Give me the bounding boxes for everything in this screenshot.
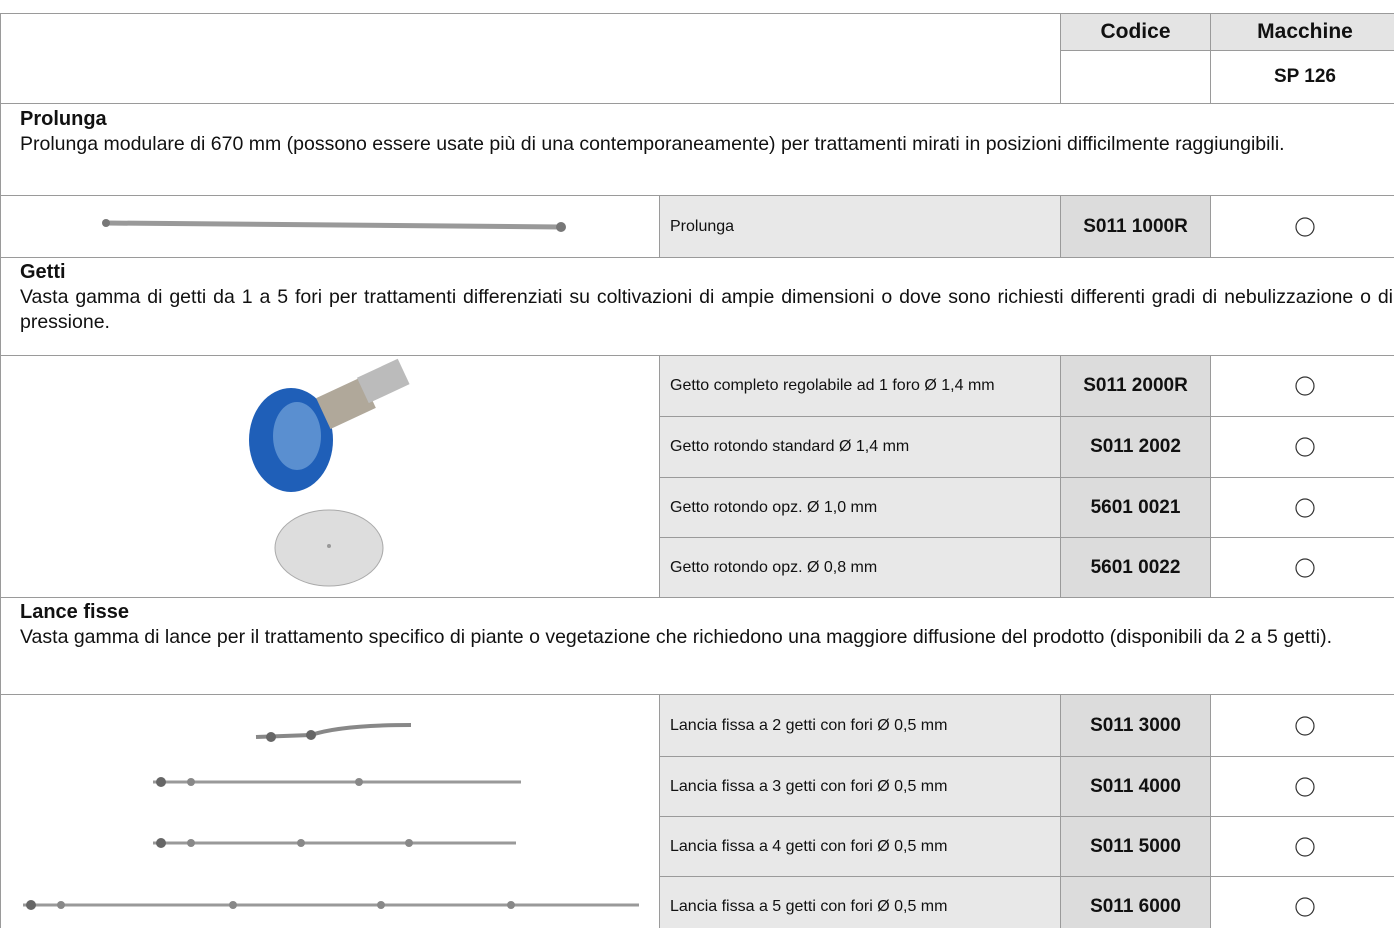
product-drawing	[23, 722, 639, 910]
availability-mark	[1295, 776, 1315, 797]
item-description: Prolunga	[659, 195, 1061, 258]
section-title: Lance fisse	[20, 601, 129, 623]
section-description: Vasta gamma di getti da 1 a 5 fori per t…	[20, 286, 1393, 333]
item-code: 5601 0021	[1060, 477, 1211, 538]
section-description: Vasta gamma di lance per il trattamento …	[20, 626, 1332, 648]
item-code: S011 2000R	[1060, 355, 1211, 417]
section-title: Prolunga	[20, 108, 107, 130]
availability-mark	[1295, 216, 1315, 237]
availability-cell	[1210, 816, 1394, 877]
availability-mark	[1295, 376, 1315, 396]
item-code: S011 2002	[1060, 416, 1211, 478]
item-description: Getto rotondo opz. Ø 1,0 mm	[659, 477, 1061, 538]
availability-mark	[1295, 557, 1315, 578]
code-header: Codice	[1060, 13, 1211, 51]
item-description: Getto rotondo opz. Ø 0,8 mm	[659, 537, 1061, 598]
availability-cell	[1210, 195, 1394, 258]
item-code: S011 3000	[1060, 694, 1211, 757]
item-description: Getto completo regolabile ad 1 foro Ø 1,…	[659, 355, 1061, 417]
section-intro: Lance fisse Vasta gamma di lance per il t…	[0, 596, 1394, 695]
item-code: 5601 0022	[1060, 537, 1211, 598]
item-description: Getto rotondo standard Ø 1,4 mm	[659, 416, 1061, 478]
section-intro: Getti Vasta gamma di getti da 1 a 5 fori …	[0, 256, 1394, 356]
machines-header: Macchine	[1210, 13, 1394, 51]
availability-mark	[1295, 437, 1315, 457]
availability-cell	[1210, 477, 1394, 538]
availability-cell	[1210, 756, 1394, 817]
item-description: Lancia fissa a 2 getti con fori Ø 0,5 mm	[659, 694, 1061, 757]
item-code: S011 4000	[1060, 756, 1211, 817]
section-title: Getti	[20, 261, 66, 283]
availability-cell	[1210, 537, 1394, 598]
product-image	[0, 694, 660, 928]
product-image	[0, 195, 660, 258]
availability-cell	[1210, 876, 1394, 928]
item-code: S011 1000R	[1060, 195, 1211, 258]
availability-mark	[1295, 497, 1315, 518]
header-blank	[0, 13, 1061, 104]
availability-mark	[1295, 715, 1315, 736]
item-code: S011 5000	[1060, 816, 1211, 877]
section-description: Prolunga modulare di 670 mm (possono ess…	[20, 133, 1285, 155]
product-drawing	[102, 218, 566, 232]
item-description: Lancia fissa a 5 getti con fori Ø 0,5 mm	[659, 876, 1061, 928]
availability-cell	[1210, 355, 1394, 417]
product-drawing	[249, 358, 410, 586]
availability-cell	[1210, 694, 1394, 757]
availability-cell	[1210, 416, 1394, 478]
availability-mark	[1295, 896, 1315, 917]
product-image	[0, 355, 660, 598]
item-code: S011 6000	[1060, 876, 1211, 928]
availability-mark	[1295, 836, 1315, 857]
machine-name: SP 126	[1210, 50, 1394, 104]
item-description: Lancia fissa a 3 getti con fori Ø 0,5 mm	[659, 756, 1061, 817]
code-sub	[1060, 50, 1211, 104]
section-intro: Prolunga Prolunga modulare di 670 mm (pos…	[0, 103, 1394, 196]
item-description: Lancia fissa a 4 getti con fori Ø 0,5 mm	[659, 816, 1061, 877]
